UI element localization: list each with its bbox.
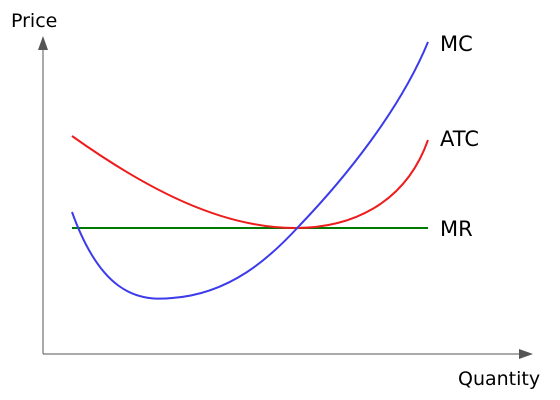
curves [71,41,429,300]
x-axis-label: Quantity [458,368,540,390]
y-axis-label: Price [11,10,57,32]
x-axis-arrowhead [519,349,533,359]
axes [38,36,533,359]
atc-label: ATC [440,127,479,151]
atc-curve [71,135,429,230]
mc-curve [71,41,429,300]
mr-label: MR [440,217,473,241]
y-axis-arrowhead [38,36,48,50]
mc-label: MC [440,32,473,56]
